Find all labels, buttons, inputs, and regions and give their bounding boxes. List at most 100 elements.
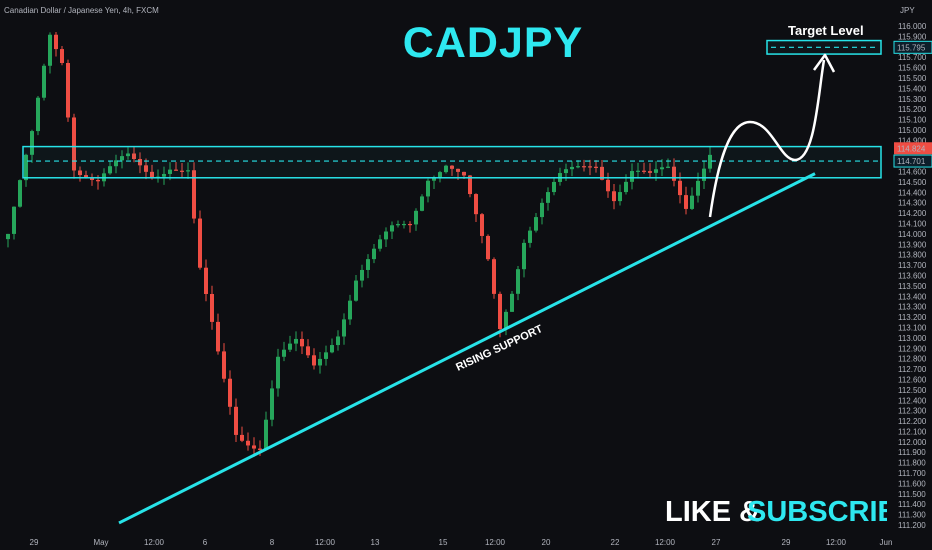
candle-body[interactable]	[210, 293, 214, 322]
candle-body[interactable]	[402, 223, 406, 226]
candle-body[interactable]	[420, 196, 424, 211]
candle-body[interactable]	[312, 355, 316, 366]
candle-body[interactable]	[96, 179, 100, 182]
candle-body[interactable]	[450, 165, 454, 169]
candle-body[interactable]	[132, 153, 136, 159]
candle-body[interactable]	[222, 351, 226, 379]
candle-body[interactable]	[330, 345, 334, 353]
candle-body[interactable]	[246, 440, 250, 446]
candle-body[interactable]	[360, 269, 364, 281]
candle-body[interactable]	[522, 242, 526, 270]
candle-body[interactable]	[114, 160, 118, 167]
candle-body[interactable]	[186, 170, 190, 172]
candle-body[interactable]	[240, 434, 244, 441]
candle-body[interactable]	[150, 171, 154, 178]
candle-body[interactable]	[396, 224, 400, 226]
candle-body[interactable]	[492, 259, 496, 294]
candle-body[interactable]	[618, 192, 622, 202]
candle-body[interactable]	[456, 168, 460, 172]
candle-body[interactable]	[66, 62, 70, 118]
candle-body[interactable]	[120, 156, 124, 161]
candle-body[interactable]	[516, 269, 520, 294]
candle-body[interactable]	[384, 231, 388, 240]
candle-body[interactable]	[708, 154, 712, 169]
candle-body[interactable]	[624, 181, 628, 193]
candle-body[interactable]	[372, 248, 376, 260]
candle-body[interactable]	[258, 448, 262, 451]
candle-body[interactable]	[444, 165, 448, 173]
candle-body[interactable]	[600, 166, 604, 180]
candle-body[interactable]	[414, 210, 418, 225]
candle-body[interactable]	[294, 338, 298, 344]
candle-body[interactable]	[270, 388, 274, 420]
candle-body[interactable]	[324, 352, 328, 359]
candle-body[interactable]	[36, 97, 40, 132]
candle-body[interactable]	[540, 202, 544, 218]
candle-body[interactable]	[216, 321, 220, 352]
candle-body[interactable]	[72, 117, 76, 171]
candle-body[interactable]	[288, 343, 292, 350]
candle-body[interactable]	[198, 218, 202, 268]
candle-body[interactable]	[108, 166, 112, 174]
candle-body[interactable]	[276, 356, 280, 389]
candle-body[interactable]	[588, 166, 592, 168]
candle-body[interactable]	[498, 293, 502, 330]
resistance-zone[interactable]	[22, 145, 882, 179]
candle-body[interactable]	[228, 378, 232, 407]
candle-body[interactable]	[192, 170, 196, 219]
candle-body[interactable]	[354, 280, 358, 301]
candle-body[interactable]	[630, 171, 634, 182]
candle-body[interactable]	[54, 34, 58, 50]
candle-body[interactable]	[42, 65, 46, 98]
candle-body[interactable]	[84, 175, 88, 179]
candle-body[interactable]	[390, 225, 394, 232]
candle-body[interactable]	[462, 171, 466, 176]
candle-body[interactable]	[342, 319, 346, 337]
candle-body[interactable]	[378, 239, 382, 249]
candle-body[interactable]	[336, 336, 340, 346]
candle-body[interactable]	[594, 166, 598, 168]
candle-body[interactable]	[252, 445, 256, 449]
candle-body[interactable]	[204, 267, 208, 294]
candle-body[interactable]	[504, 311, 508, 330]
target-zone[interactable]	[766, 39, 882, 55]
candle-body[interactable]	[162, 173, 166, 177]
candle-body[interactable]	[180, 170, 184, 172]
candle-body[interactable]	[564, 169, 568, 174]
candle-body[interactable]	[612, 191, 616, 202]
candle-body[interactable]	[48, 34, 52, 66]
candle-body[interactable]	[672, 166, 676, 181]
candle-body[interactable]	[300, 338, 304, 347]
candle-body[interactable]	[570, 166, 574, 170]
candle-body[interactable]	[366, 259, 370, 270]
candle-body[interactable]	[348, 300, 352, 320]
candle-body[interactable]	[552, 181, 556, 193]
candle-body[interactable]	[636, 170, 640, 172]
candle-body[interactable]	[660, 167, 664, 170]
candle-body[interactable]	[510, 293, 514, 312]
candle-body[interactable]	[654, 169, 658, 173]
candle-body[interactable]	[606, 179, 610, 192]
candle-body[interactable]	[126, 153, 130, 157]
candle-body[interactable]	[234, 406, 238, 435]
candle-body[interactable]	[18, 180, 22, 207]
candle-body[interactable]	[282, 349, 286, 357]
candle-body[interactable]	[6, 233, 10, 240]
candle-body[interactable]	[438, 172, 442, 178]
candle-body[interactable]	[426, 180, 430, 197]
candle-body[interactable]	[144, 165, 148, 172]
candle-body[interactable]	[432, 177, 436, 181]
candle-body[interactable]	[30, 131, 34, 155]
rising-support-line[interactable]	[118, 172, 816, 525]
candle-body[interactable]	[408, 223, 412, 226]
candle-body[interactable]	[264, 419, 268, 451]
candle-body[interactable]	[678, 180, 682, 196]
candle-body[interactable]	[60, 49, 64, 63]
candle-body[interactable]	[582, 166, 586, 168]
candle-body[interactable]	[318, 358, 322, 366]
candle-body[interactable]	[12, 206, 16, 234]
candle-body[interactable]	[690, 195, 694, 209]
candle-body[interactable]	[90, 178, 94, 180]
candle-body[interactable]	[480, 214, 484, 236]
